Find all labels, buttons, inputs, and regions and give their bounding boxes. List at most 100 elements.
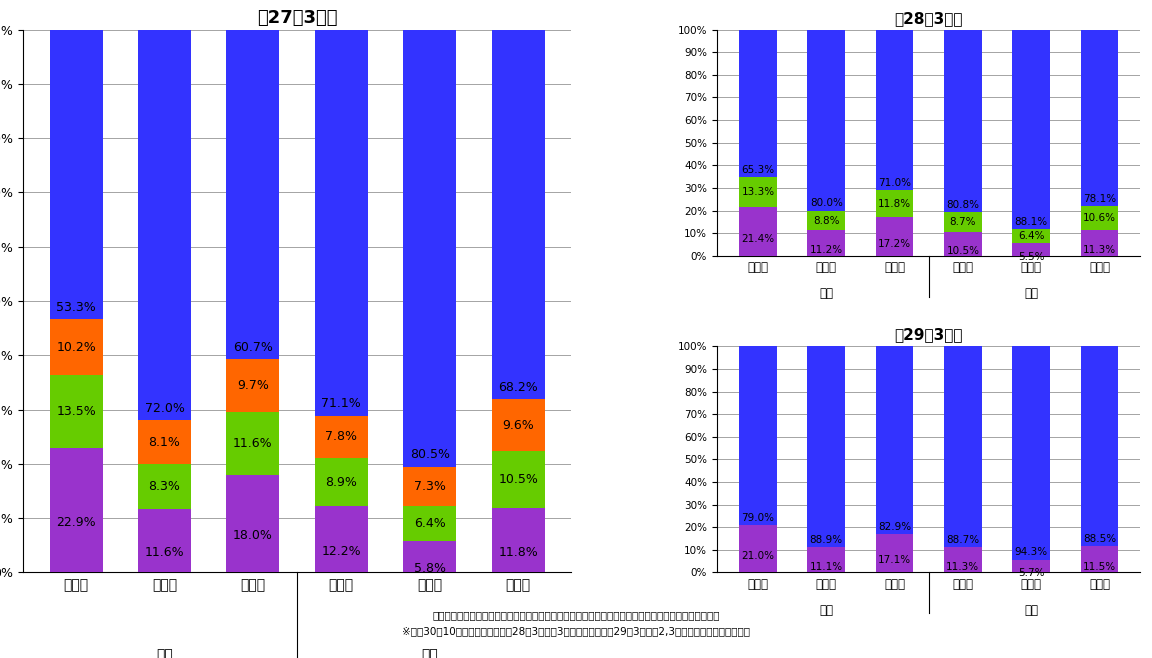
- Text: 8.3%: 8.3%: [149, 480, 181, 494]
- Bar: [808, 346, 846, 547]
- Text: 5.5%: 5.5%: [1018, 252, 1045, 262]
- Text: 12.2%: 12.2%: [321, 545, 361, 558]
- Text: 82.9%: 82.9%: [878, 522, 911, 532]
- Bar: [876, 346, 914, 534]
- Text: 80.0%: 80.0%: [810, 198, 842, 209]
- Bar: [1081, 206, 1119, 230]
- Bar: [314, 506, 367, 572]
- Title: 帧27年3月卒: 帧27年3月卒: [257, 9, 338, 27]
- Bar: [740, 207, 776, 256]
- Text: 11.3%: 11.3%: [946, 562, 979, 572]
- Bar: [740, 346, 776, 525]
- Bar: [138, 465, 191, 509]
- Bar: [1081, 230, 1119, 256]
- Text: 8.8%: 8.8%: [813, 216, 840, 226]
- Text: 79.0%: 79.0%: [742, 513, 774, 522]
- Bar: [138, 509, 191, 572]
- Text: 6.4%: 6.4%: [1018, 231, 1045, 241]
- Bar: [1013, 346, 1049, 559]
- Bar: [1013, 243, 1049, 256]
- Text: 17.2%: 17.2%: [878, 239, 911, 249]
- Text: 88.5%: 88.5%: [1083, 534, 1116, 544]
- Bar: [740, 30, 776, 177]
- Bar: [876, 217, 914, 256]
- Bar: [314, 416, 367, 458]
- Bar: [50, 320, 103, 375]
- Bar: [492, 509, 545, 572]
- Bar: [876, 30, 914, 190]
- Text: 8.9%: 8.9%: [325, 476, 357, 489]
- Bar: [1081, 546, 1119, 572]
- Bar: [945, 213, 982, 232]
- Text: 11.2%: 11.2%: [810, 245, 843, 255]
- Bar: [1013, 229, 1049, 243]
- Title: 帧29年3月卒: 帧29年3月卒: [894, 327, 963, 342]
- Text: 9.7%: 9.7%: [237, 379, 268, 392]
- Bar: [808, 230, 846, 256]
- Text: 11.5%: 11.5%: [1083, 562, 1116, 572]
- Bar: [876, 534, 914, 572]
- Bar: [808, 547, 846, 572]
- Text: 88.7%: 88.7%: [946, 535, 979, 545]
- Text: 80.5%: 80.5%: [410, 448, 449, 461]
- Text: 21.4%: 21.4%: [742, 234, 774, 244]
- Text: 65.3%: 65.3%: [742, 165, 774, 175]
- Text: ※平成30年10月発表分のため、帧28年3月卒は3年目の離職者、帧29年3月卒は2,3年目の離職者が存在しない: ※平成30年10月発表分のため、帧28年3月卒は3年目の離職者、帧29年3月卒は…: [402, 626, 750, 636]
- Text: 21.0%: 21.0%: [742, 551, 774, 561]
- Text: 72.0%: 72.0%: [144, 402, 184, 415]
- Text: 18.0%: 18.0%: [233, 529, 273, 542]
- Text: 10.5%: 10.5%: [498, 473, 538, 486]
- Bar: [1013, 30, 1049, 229]
- Text: 出所：厚生労働省「新規高校卒業就職者の産業別離職状況」「新規大学卒業就職者の産業別離職状況」: 出所：厚生労働省「新規高校卒業就職者の産業別離職状況」「新規大学卒業就職者の産業…: [432, 611, 720, 620]
- Bar: [945, 547, 982, 572]
- Text: 11.1%: 11.1%: [810, 562, 843, 572]
- Text: 11.8%: 11.8%: [878, 199, 911, 209]
- Bar: [50, 448, 103, 572]
- Bar: [945, 30, 982, 213]
- Bar: [50, 375, 103, 448]
- Text: 68.2%: 68.2%: [499, 381, 538, 394]
- Bar: [138, 30, 191, 420]
- Text: 7.3%: 7.3%: [414, 480, 446, 493]
- Text: 大卒: 大卒: [1024, 288, 1038, 301]
- Bar: [227, 359, 280, 412]
- Text: 17.1%: 17.1%: [878, 555, 911, 565]
- Text: 高卒: 高卒: [819, 604, 833, 617]
- Text: 71.1%: 71.1%: [321, 397, 362, 410]
- Text: 5.8%: 5.8%: [414, 562, 446, 575]
- Text: 60.7%: 60.7%: [233, 341, 273, 354]
- Text: 13.5%: 13.5%: [56, 405, 96, 418]
- Text: 8.7%: 8.7%: [949, 217, 976, 227]
- Bar: [314, 30, 367, 416]
- Bar: [50, 30, 103, 320]
- Text: 大卒: 大卒: [422, 649, 438, 658]
- Title: 帧28年3月卒: 帧28年3月卒: [894, 11, 963, 26]
- Text: 7.8%: 7.8%: [325, 430, 357, 443]
- Bar: [945, 346, 982, 547]
- Bar: [403, 30, 456, 467]
- Bar: [492, 29, 545, 399]
- Text: 5.7%: 5.7%: [1018, 569, 1045, 578]
- Text: 53.3%: 53.3%: [56, 301, 96, 314]
- Bar: [227, 412, 280, 475]
- Text: 10.5%: 10.5%: [946, 246, 979, 256]
- Bar: [138, 420, 191, 465]
- Text: 80.8%: 80.8%: [946, 200, 979, 210]
- Text: 88.9%: 88.9%: [810, 535, 843, 545]
- Bar: [314, 458, 367, 506]
- Text: 8.1%: 8.1%: [149, 436, 181, 449]
- Bar: [1081, 346, 1119, 546]
- Text: 10.6%: 10.6%: [1083, 213, 1116, 223]
- Text: 6.4%: 6.4%: [414, 517, 446, 530]
- Bar: [876, 190, 914, 217]
- Text: 11.6%: 11.6%: [145, 546, 184, 559]
- Text: 大卒: 大卒: [1024, 604, 1038, 617]
- Text: 22.9%: 22.9%: [56, 516, 96, 529]
- Bar: [740, 177, 776, 207]
- Text: 94.3%: 94.3%: [1015, 547, 1047, 557]
- Text: 11.3%: 11.3%: [1083, 245, 1116, 255]
- Bar: [492, 451, 545, 509]
- Text: 10.2%: 10.2%: [56, 341, 96, 354]
- Bar: [1081, 30, 1119, 206]
- Text: 9.6%: 9.6%: [502, 419, 535, 432]
